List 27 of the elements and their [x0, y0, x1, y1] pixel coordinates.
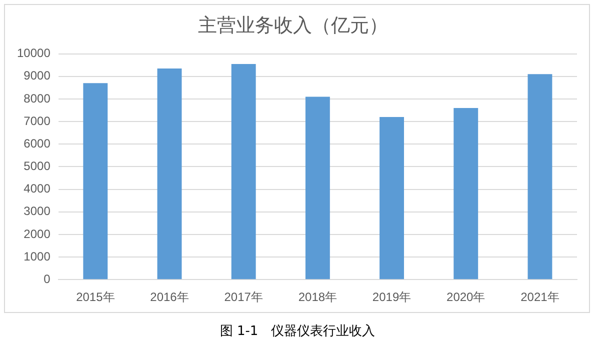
y-tick-label: 5000 [24, 159, 51, 174]
x-tick-label: 2021年 [520, 290, 560, 304]
y-tick-label: 9000 [24, 68, 51, 83]
y-tick-label: 4000 [24, 182, 51, 196]
y-tick-label: 0 [44, 272, 51, 286]
x-tick-label: 2019年 [372, 290, 412, 304]
bar [454, 108, 478, 280]
y-tick-label: 1000 [24, 249, 51, 264]
x-tick-label: 2018年 [298, 290, 338, 304]
bar [83, 83, 108, 280]
bar [157, 68, 182, 280]
x-tick-label: 2017年 [224, 290, 263, 304]
bar [305, 96, 330, 280]
bar [380, 117, 404, 280]
chart-title: 主营业务收入（亿元） [198, 14, 388, 36]
y-tick-label: 6000 [24, 136, 51, 150]
x-tick-label: 2020年 [446, 290, 486, 304]
y-tick-label: 10000 [16, 46, 51, 60]
bar [528, 74, 552, 280]
y-tick-label: 3000 [24, 204, 51, 218]
caption: 图 1-1 仪器仪表行业收入 [218, 323, 376, 340]
x-tick-label: 2016年 [150, 290, 189, 304]
y-tick-label: 8000 [24, 91, 51, 106]
bar [231, 64, 256, 280]
y-tick-label: 2000 [24, 226, 51, 241]
y-tick-label: 7000 [24, 114, 51, 128]
x-tick-label: 2015年 [76, 290, 115, 304]
